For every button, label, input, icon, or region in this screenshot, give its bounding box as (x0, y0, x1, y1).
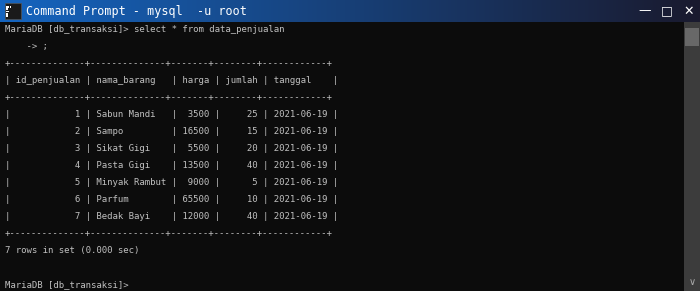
Text: | id_penjualan | nama_barang   | harga | jumlah | tanggal    |: | id_penjualan | nama_barang | harga | j… (5, 76, 338, 85)
Text: +--------------+--------------+-------+--------+------------+: +--------------+--------------+-------+-… (5, 229, 333, 238)
Bar (6, 13, 8, 15)
Text: |            6 | Parfum        | 65500 |     10 | 2021-06-19 |: | 6 | Parfum | 65500 | 10 | 2021-06-19 | (5, 195, 338, 204)
Text: +--------------+--------------+-------+--------+------------+: +--------------+--------------+-------+-… (5, 93, 333, 102)
Bar (684, 22, 700, 291)
Text: MariaDB [db_transaksi]> select * from data_penjualan: MariaDB [db_transaksi]> select * from da… (5, 25, 284, 34)
Bar (10, 6, 11, 8)
Text: |            5 | Minyak Rambut |  9000 |      5 | 2021-06-19 |: | 5 | Minyak Rambut | 9000 | 5 | 2021-06… (5, 178, 338, 187)
Text: +--------------+--------------+-------+--------+------------+: +--------------+--------------+-------+-… (5, 59, 333, 68)
Text: |            4 | Pasta Gigi    | 13500 |     40 | 2021-06-19 |: | 4 | Pasta Gigi | 13500 | 40 | 2021-06-… (5, 161, 338, 170)
Bar (685, 28, 699, 46)
Text: |            2 | Sampo         | 16500 |     15 | 2021-06-19 |: | 2 | Sampo | 16500 | 15 | 2021-06-19 | (5, 127, 338, 136)
Text: 7 rows in set (0.000 sec): 7 rows in set (0.000 sec) (5, 246, 139, 255)
Bar (6, 15, 8, 17)
Text: ∨: ∨ (688, 277, 696, 287)
Bar (8, 10, 9, 13)
Text: ✕: ✕ (684, 4, 694, 17)
Bar (6, 6, 8, 8)
Bar (8, 6, 9, 8)
Text: |            1 | Sabun Mandi   |  3500 |     25 | 2021-06-19 |: | 1 | Sabun Mandi | 3500 | 25 | 2021-06-… (5, 110, 338, 119)
Text: |            3 | Sikat Gigi    |  5500 |     20 | 2021-06-19 |: | 3 | Sikat Gigi | 5500 | 20 | 2021-06-1… (5, 144, 338, 153)
Text: |            7 | Bedak Bayi    | 12000 |     40 | 2021-06-19 |: | 7 | Bedak Bayi | 12000 | 40 | 2021-06-… (5, 212, 338, 221)
Bar (5, 3, 21, 19)
Bar (6, 8, 8, 10)
Text: Command Prompt - mysql  -u root: Command Prompt - mysql -u root (26, 4, 247, 17)
Bar (6, 10, 8, 13)
Text: ∧: ∧ (688, 26, 696, 36)
Text: MariaDB [db_transaksi]>: MariaDB [db_transaksi]> (5, 280, 129, 289)
Text: □: □ (661, 4, 673, 17)
Text: -> ;: -> ; (5, 42, 48, 51)
Text: —: — (638, 4, 651, 17)
